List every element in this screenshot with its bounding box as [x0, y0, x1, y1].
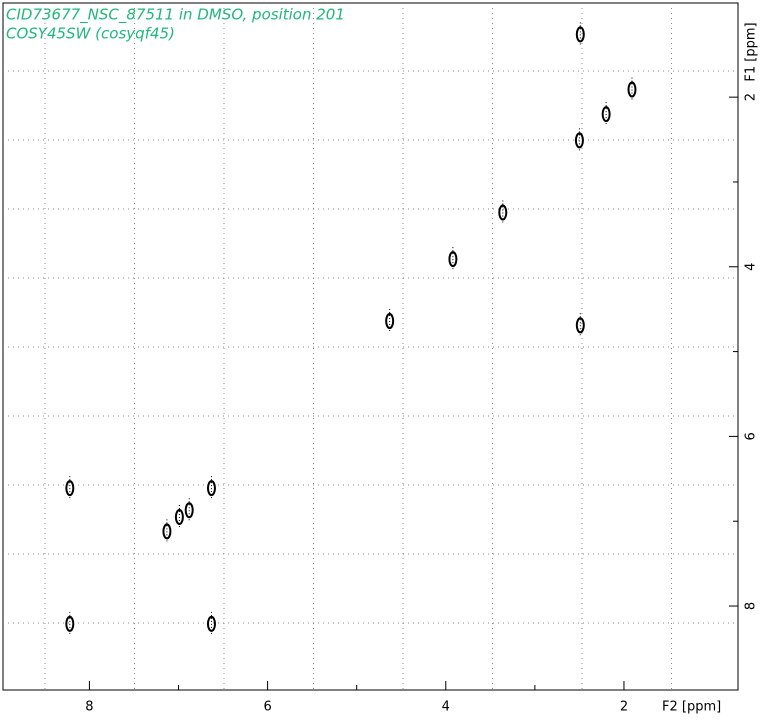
y-axis-label: F1 [ppm]: [744, 22, 759, 81]
x-axis-label: F2 [ppm]: [662, 700, 721, 715]
peak: [385, 313, 395, 330]
x-tick-label: 4: [442, 700, 450, 715]
peak: [184, 502, 194, 519]
peak: [65, 480, 75, 497]
y-tick-label: 2: [744, 93, 759, 101]
peak: [575, 317, 585, 334]
peak: [601, 106, 611, 123]
peak: [206, 615, 216, 632]
peak: [174, 508, 184, 525]
chart-subtitle: COSY45SW (cosyqf45): [6, 25, 175, 43]
y-tick-label: 6: [744, 432, 759, 440]
peak: [498, 204, 508, 221]
y-tick-label: 4: [744, 263, 759, 271]
x-tick-label: 6: [263, 700, 271, 715]
peak: [206, 480, 216, 497]
peak: [448, 251, 458, 268]
peak: [575, 26, 585, 43]
peak: [65, 615, 75, 632]
y-tick-label: 8: [744, 602, 759, 610]
chart-title: CID73677_NSC_87511 in DMSO, position 201: [6, 6, 345, 25]
x-tick-label: 2: [620, 700, 628, 715]
peak: [574, 132, 584, 149]
peak: [162, 523, 172, 540]
peak: [627, 81, 637, 98]
x-tick-label: 8: [85, 700, 93, 715]
